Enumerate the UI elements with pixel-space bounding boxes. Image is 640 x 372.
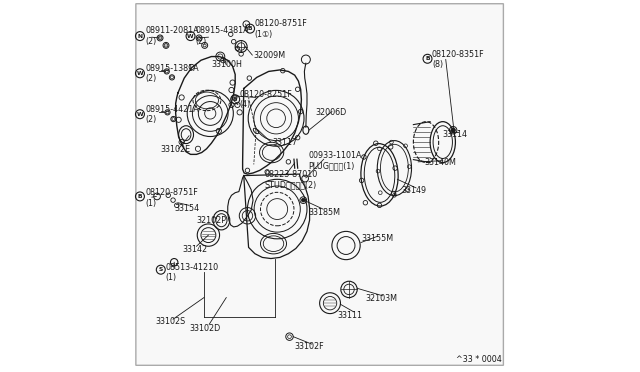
Text: 33102S: 33102S [156,317,186,326]
Text: 33102E: 33102E [161,145,191,154]
Text: 33111: 33111 [337,311,362,320]
Text: 08513-41210
(1): 08513-41210 (1) [165,263,218,282]
Text: 33142: 33142 [182,245,207,254]
Text: 32103M: 32103M [365,294,397,303]
Text: N: N [138,33,143,39]
Circle shape [158,36,162,40]
Text: 33100H: 33100H [211,60,243,69]
Text: 33140M: 33140M [425,158,457,167]
Text: B: B [233,97,237,102]
Text: B: B [248,26,252,31]
Text: W: W [188,33,194,39]
Text: B: B [425,56,429,61]
Text: 32102P: 32102P [196,216,227,225]
Text: 33185M: 33185M [308,208,340,217]
Text: 32009M: 32009M [253,51,285,60]
Text: 08911-2081A
(2): 08911-2081A (2) [145,26,199,46]
Text: 08915-4381A
(2): 08915-4381A (2) [195,26,248,46]
Text: B: B [138,194,142,199]
Text: W: W [136,71,143,76]
Circle shape [301,198,305,202]
Text: 08120-8251F
(4): 08120-8251F (4) [239,90,292,109]
Text: 32006D: 32006D [316,108,347,117]
Text: 33102D: 33102D [190,324,221,333]
Text: 33114: 33114 [443,130,468,139]
Text: 33102F: 33102F [294,342,324,351]
Text: W: W [136,112,143,117]
Text: 33149: 33149 [402,186,427,195]
Circle shape [164,44,168,47]
Text: 00933-1101A
PLUGプラグ(1): 00933-1101A PLUGプラグ(1) [308,151,362,170]
Text: 33154: 33154 [174,204,199,213]
Text: 08915-4421A
(2): 08915-4421A (2) [145,105,199,124]
Text: 33117: 33117 [273,138,298,147]
Text: 08120-8751F
(1): 08120-8751F (1) [145,188,198,208]
Circle shape [451,128,456,132]
Text: S: S [159,267,163,272]
Text: ^33 * 0004: ^33 * 0004 [456,355,502,364]
Text: 33155M: 33155M [362,234,394,243]
FancyBboxPatch shape [136,4,504,365]
Text: 08120-8751F
(1①): 08120-8751F (1①) [255,19,307,39]
Text: 08223-87010
STUDスタッド(2): 08223-87010 STUDスタッド(2) [264,170,317,189]
Text: 08915-1381A
(2): 08915-1381A (2) [145,64,199,83]
Text: 08120-8351F
(8): 08120-8351F (8) [432,50,484,69]
